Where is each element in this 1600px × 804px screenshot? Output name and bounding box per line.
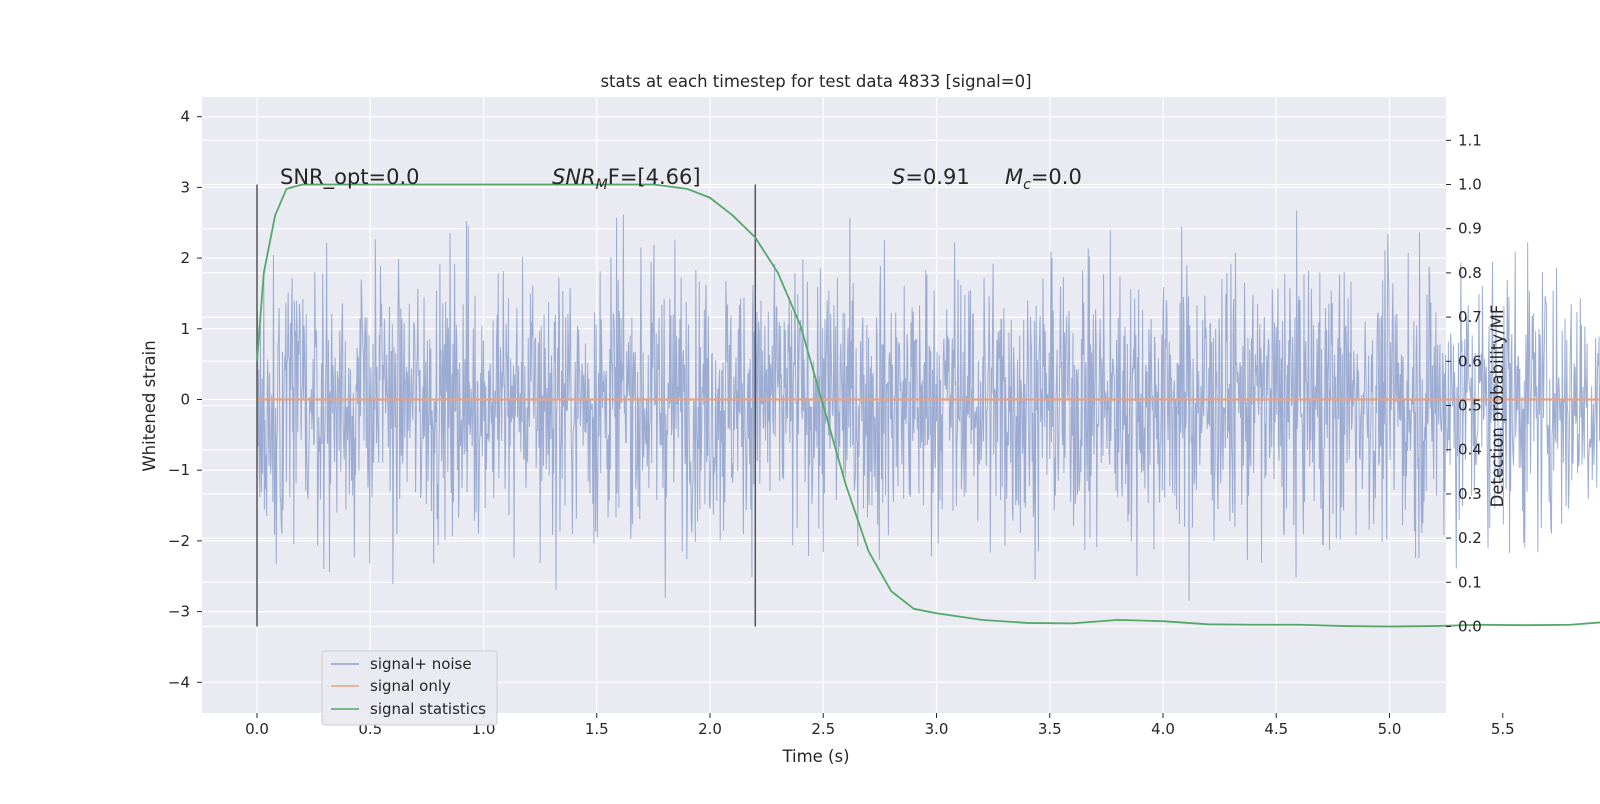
annotation-snr-mf: SNRMF=[4.66]: [552, 165, 701, 193]
x-tick-label: 2.5: [811, 720, 835, 738]
y-right-tick-label: 0.9: [1458, 220, 1482, 238]
y-right-tick-label: 0.5: [1458, 397, 1482, 415]
x-axis-label: Time (s): [781, 747, 849, 766]
annotation-snr-mf-value: F=[4.66]: [608, 165, 701, 189]
y-left-axis-ticks: 4 3 2 1 0 −1 −2 −3 −4: [168, 108, 202, 691]
y-right-tick-label: 0.8: [1458, 264, 1482, 282]
y-left-axis-label: Whitened strain: [140, 340, 159, 471]
y-left-tick-label: 1: [180, 320, 190, 338]
x-tick-label: 5.5: [1491, 720, 1515, 738]
y-left-tick-label: 4: [180, 108, 190, 126]
y-right-tick-label: 0.4: [1458, 441, 1482, 459]
annotation-snr-opt: SNR_opt=0.0: [280, 165, 420, 190]
x-tick-label: 0.0: [245, 720, 269, 738]
y-right-axis-ticks: 1.1 1.0 0.9 0.8 0.7 0.6 0.5 0.4 0.3 0.2 0.1 0.0: [1446, 131, 1482, 636]
x-tick-label: 1.5: [585, 720, 609, 738]
x-tick-label: 5.0: [1378, 720, 1402, 738]
y-left-tick-label: 2: [180, 249, 190, 267]
annotation-s-value: =0.91: [905, 165, 969, 189]
annotation-mc-value: =0.0: [1031, 165, 1082, 189]
y-right-axis-label: Detection probability/MF: [1488, 305, 1507, 508]
annotation-mc-subscript: c: [1023, 177, 1031, 193]
y-left-tick-label: −4: [168, 673, 190, 691]
y-right-tick-label: 0.7: [1458, 308, 1482, 326]
y-left-tick-label: −3: [168, 603, 190, 621]
x-tick-label: 2.0: [698, 720, 722, 738]
x-tick-label: 4.5: [1264, 720, 1288, 738]
legend: signal+ noise signal only signal statist…: [321, 650, 498, 726]
annotation-s: S=0.91: [892, 165, 970, 189]
legend-box: [321, 650, 498, 726]
signal-noise-series: [256, 210, 1600, 601]
x-tick-label: 4.0: [1151, 720, 1175, 738]
y-left-tick-label: −2: [168, 532, 190, 550]
annotation-mc: Mc=0.0: [1005, 165, 1082, 193]
legend-label-signal-only: signal only: [370, 677, 451, 695]
y-left-tick-label: 3: [180, 178, 190, 196]
annotation-s-name: S: [892, 165, 905, 189]
y-right-tick-label: 0.1: [1458, 573, 1482, 591]
x-tick-label: 3.5: [1038, 720, 1062, 738]
y-right-tick-label: 0.3: [1458, 485, 1482, 503]
signal-statistics-line: [256, 183, 1600, 628]
legend-label-signal-statistics: signal statistics: [370, 700, 486, 718]
y-right-tick-label: 1.0: [1458, 176, 1482, 194]
signal-noise-line: [256, 210, 1600, 601]
x-tick-label: 3.0: [925, 720, 949, 738]
y-right-tick-label: 0.6: [1458, 352, 1482, 370]
y-left-tick-label: 0: [180, 391, 190, 409]
y-right-tick-label: 0.2: [1458, 529, 1482, 547]
legend-label-signal-noise: signal+ noise: [370, 655, 472, 673]
y-left-tick-label: −1: [168, 461, 190, 479]
y-right-tick-label: 1.1: [1458, 131, 1482, 149]
annotation-snr-mf-subscript: M: [596, 177, 608, 193]
y-right-tick-label: 0.0: [1458, 618, 1482, 636]
annotation-mc-name: M: [1005, 165, 1023, 189]
annotation-snr-mf-name: SNR: [552, 165, 596, 189]
chart-title: stats at each timestep for test data 483…: [600, 72, 1031, 91]
vertical-markers: [256, 184, 757, 627]
signal-statistics-series: [256, 183, 1600, 628]
